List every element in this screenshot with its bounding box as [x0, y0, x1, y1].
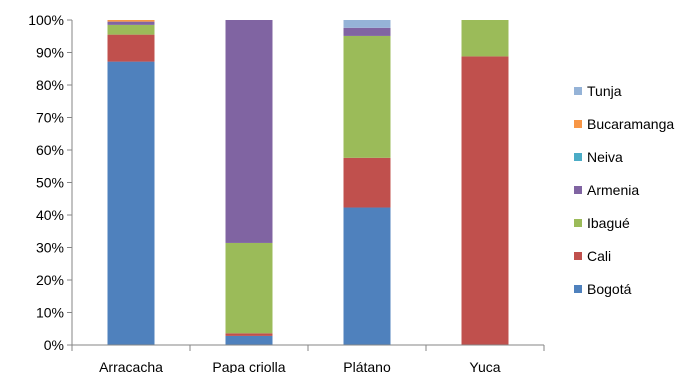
legend-label-3: Armenia — [587, 182, 639, 198]
y-tick-label-7: 70% — [36, 110, 64, 126]
bar-segment-3-1 — [461, 56, 509, 346]
legend-swatch-3 — [574, 186, 582, 194]
legend-swatch-2 — [574, 219, 582, 227]
bars-layer — [107, 20, 509, 346]
x-tick-label-0: Arracacha — [99, 359, 163, 373]
bar-segment-3-2 — [461, 20, 509, 57]
y-tick-label-5: 50% — [36, 175, 64, 191]
bar-segment-1-0 — [225, 335, 273, 345]
legend-swatch-6 — [574, 87, 582, 95]
x-tick-label-3: Yuca — [469, 359, 500, 373]
legend-swatch-5 — [574, 120, 582, 128]
bar-segment-2-3 — [343, 27, 391, 36]
bar-segment-0-0 — [107, 61, 155, 345]
bar-segment-1-1 — [225, 333, 273, 336]
x-tick-label-2: Plátano — [343, 359, 391, 373]
y-tick-label-8: 80% — [36, 77, 64, 93]
bar-segment-1-2 — [225, 242, 273, 334]
legend-swatch-0 — [574, 285, 582, 293]
bar-segment-0-1 — [107, 34, 155, 62]
bar-segment-0-5 — [107, 20, 155, 22]
legend-label-2: Ibagué — [587, 215, 630, 231]
legend-label-4: Neiva — [587, 149, 623, 165]
axes-layer: 0% 10% 20% 30% 40% 50% 60% 70% 80% 90% 100% Arracac… — [28, 12, 545, 373]
y-tick-label-0: 0% — [44, 337, 64, 353]
legend-label-6: Tunja — [587, 83, 622, 99]
legend-label-5: Bucaramanga — [587, 116, 674, 132]
legend-label-0: Bogotá — [587, 281, 632, 297]
y-tick-label-2: 20% — [36, 272, 64, 288]
bar-segment-2-0 — [343, 207, 391, 345]
legend: Tunja Bucaramanga Neiva Armenia Ibagué Cali Bo… — [574, 83, 674, 297]
legend-label-1: Cali — [587, 248, 611, 264]
y-tick-label-4: 40% — [36, 207, 64, 223]
y-tick-label-9: 90% — [36, 45, 64, 61]
y-tick-label-10: 100% — [28, 12, 64, 28]
bar-segment-2-2 — [343, 35, 391, 158]
bar-segment-1-3 — [225, 20, 273, 243]
y-tick-label-3: 30% — [36, 240, 64, 256]
bar-segment-2-1 — [343, 157, 391, 208]
legend-swatch-1 — [574, 252, 582, 260]
legend-swatch-4 — [574, 153, 582, 161]
x-tick-label-1: Papa criolla — [212, 359, 285, 373]
y-tick-label-6: 60% — [36, 142, 64, 158]
bar-segment-0-2 — [107, 24, 155, 35]
bar-segment-2-6 — [343, 20, 391, 28]
bar-segment-0-3 — [107, 21, 155, 25]
y-tick-label-1: 10% — [36, 305, 64, 321]
